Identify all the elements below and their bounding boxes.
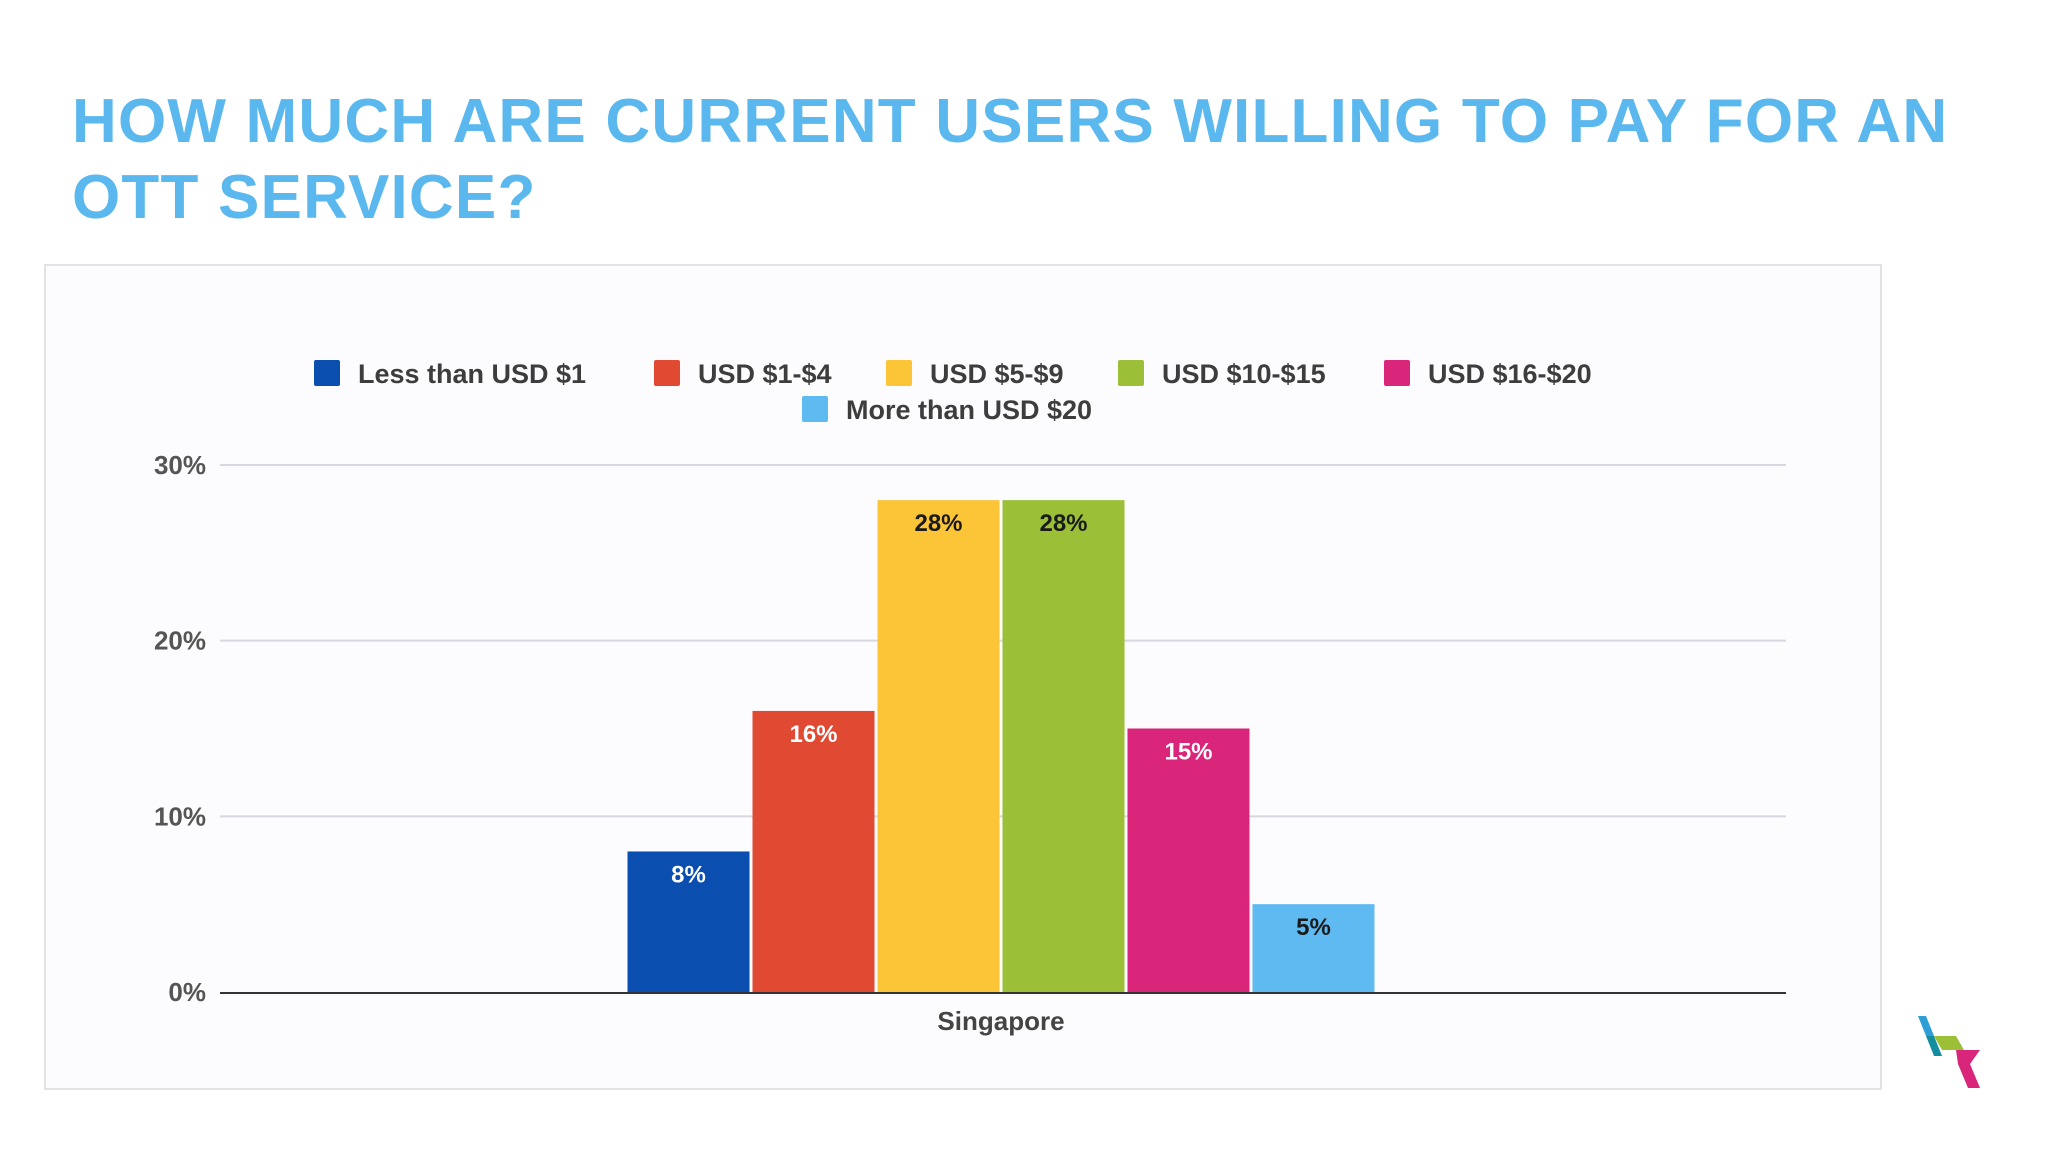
data-label: 16% (789, 721, 837, 748)
y-tick-label: 30% (154, 450, 206, 480)
y-tick-label: 0% (168, 977, 206, 1007)
legend-item: Less than USD $1 (314, 359, 586, 389)
legend-swatch (886, 360, 912, 386)
legend-swatch (802, 396, 828, 422)
data-label: 5% (1296, 914, 1331, 941)
legend-label: USD $16-$20 (1428, 359, 1592, 389)
x-axis: Singapore (220, 992, 1786, 1036)
y-tick-label: 20% (154, 626, 206, 656)
logo-segment (1956, 1050, 1980, 1088)
bar (877, 500, 1000, 992)
legend-item: USD $16-$20 (1384, 359, 1592, 389)
data-label: 8% (671, 861, 706, 888)
legend-swatch (1118, 360, 1144, 386)
legend: Less than USD $1 USD $1-$4 USD $5-$9 USD $1… (314, 359, 1592, 425)
legend-item: USD $10-$15 (1118, 359, 1326, 389)
bar-chart: 0% 10% 20% 30% 8% 16% 28% 28% 15% 5% Singapore L… (154, 359, 1786, 1036)
legend-label: USD $5-$9 (930, 359, 1064, 389)
legend-label: More than USD $20 (846, 395, 1092, 425)
x-tick-label: Singapore (937, 1006, 1064, 1036)
legend-item: USD $5-$9 (886, 359, 1064, 389)
y-tick-label: 10% (154, 801, 206, 831)
slide-title: HOW MUCH ARE CURRENT USERS WILLING TO PA… (72, 87, 1949, 232)
brand-logo-icon (1918, 1016, 1980, 1088)
legend-swatch (654, 360, 680, 386)
legend-label: USD $1-$4 (698, 359, 832, 389)
data-label: 28% (914, 510, 962, 537)
bar (627, 851, 750, 992)
data-labels: 8% 16% 28% 28% 15% 5% (671, 510, 1331, 941)
logo-segment (1934, 1036, 1964, 1050)
bar (752, 710, 875, 992)
logo-segment (1918, 1016, 1934, 1036)
bar (1252, 904, 1375, 992)
logo-segment (1926, 1036, 1942, 1056)
bar (1127, 728, 1250, 992)
legend-item: USD $1-$4 (654, 359, 832, 389)
y-axis-ticks: 0% 10% 20% 30% (154, 450, 206, 1007)
legend-swatch (1384, 360, 1410, 386)
bar (1002, 500, 1125, 992)
data-label: 15% (1164, 739, 1212, 766)
chart-panel: 0% 10% 20% 30% 8% 16% 28% 28% 15% 5% Singapore L… (44, 264, 1882, 1090)
legend-label: USD $10-$15 (1162, 359, 1326, 389)
legend-swatch (314, 360, 340, 386)
legend-label: Less than USD $1 (358, 359, 586, 389)
legend-item: More than USD $20 (802, 395, 1092, 425)
bars (627, 500, 1375, 992)
data-label: 28% (1039, 510, 1087, 537)
